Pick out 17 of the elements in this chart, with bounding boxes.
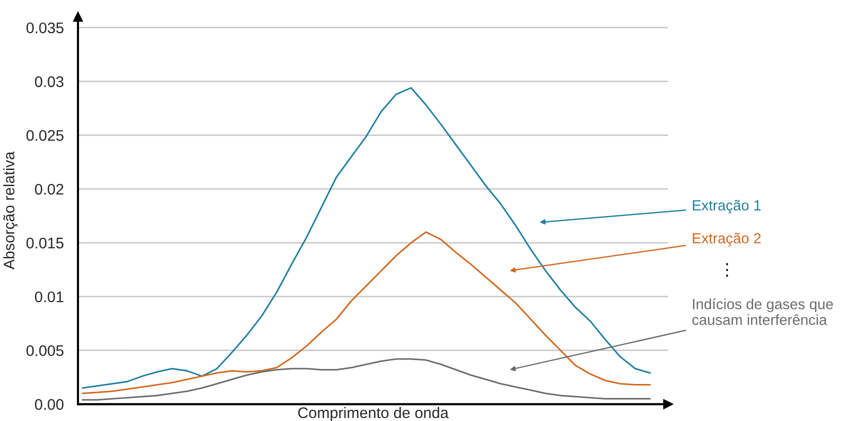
y-tick-label: 0.02 [34, 184, 64, 195]
text: ⋮ [726, 263, 728, 277]
y-tick-label: 0.005 [26, 345, 64, 356]
text: Indícios de gases que causam interferência [692, 298, 833, 325]
x-axis-title: Comprimento de onda [298, 406, 449, 421]
line-series [82, 358, 651, 401]
y-axis-title: Absorção relativa [3, 151, 18, 270]
y-tick-label: 0.03 [34, 76, 64, 88]
y-tick-label: 0.015 [26, 238, 64, 248]
y-tick-label: 0.01 [34, 291, 64, 302]
y-tick-label: 0.025 [26, 130, 64, 141]
y-tick-label: 0.00 [34, 399, 64, 410]
line-series [82, 231, 651, 394]
text: Extração 2 [692, 232, 761, 246]
line-series [82, 87, 651, 389]
y-tick-label: 0.035 [26, 22, 64, 34]
text: Extração 1 [692, 200, 761, 214]
